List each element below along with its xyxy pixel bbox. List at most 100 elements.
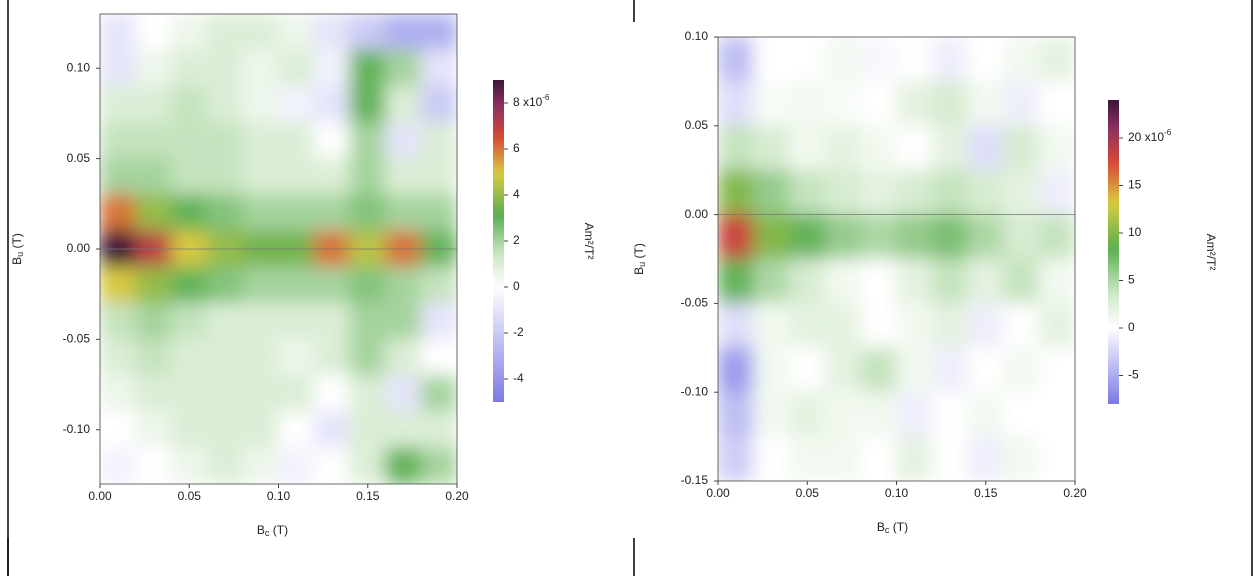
heat-cell (135, 447, 172, 484)
heat-cell (385, 85, 422, 123)
heat-cell (170, 447, 208, 484)
z-tick-label: 0 (513, 279, 520, 293)
heat-cell (135, 266, 172, 304)
xlabel-part: c (265, 528, 270, 538)
heat-cell (206, 158, 244, 196)
heat-cell (385, 49, 422, 87)
heat-cell (860, 214, 897, 260)
heat-cell (170, 14, 208, 51)
heat-cell (718, 347, 755, 393)
heat-cell (170, 375, 208, 413)
heat-cell (170, 158, 208, 196)
heatmap-cells (718, 37, 1075, 481)
heat-cell (967, 80, 1005, 127)
heat-cell (278, 85, 315, 123)
heat-cell (313, 266, 351, 304)
heat-cell (349, 447, 387, 484)
xlabel-part: c (885, 525, 890, 535)
heat-cell (278, 302, 315, 340)
heat-cell (100, 14, 137, 51)
heat-cell (349, 85, 387, 123)
heat-cell (824, 80, 862, 127)
heat-cell (824, 436, 862, 481)
ylabel: Bu (T) (632, 243, 647, 275)
heat-cell (420, 447, 457, 484)
heat-cell (860, 169, 897, 216)
y-tick-label: 0.10 (67, 60, 91, 74)
y-tick-label: 0.05 (685, 118, 709, 132)
heat-cell (278, 121, 315, 160)
heat-cell (313, 447, 351, 484)
heat-cell (135, 14, 172, 51)
heat-cell (385, 194, 422, 232)
x-tick-label: 0.00 (88, 489, 112, 503)
heat-cell (100, 194, 137, 232)
heat-cell (788, 37, 826, 82)
heat-cell (1038, 436, 1075, 481)
heat-cell (100, 375, 137, 413)
heat-cell (349, 158, 387, 196)
heat-cell (420, 121, 457, 160)
heat-cell (931, 302, 969, 349)
heat-cell (242, 121, 279, 160)
heat-cell (860, 391, 897, 438)
heat-cell (313, 14, 351, 51)
heat-cell (1038, 302, 1075, 349)
heat-cell (313, 194, 351, 232)
z-tick-label: 10 (1128, 225, 1142, 239)
heat-cell (1038, 214, 1075, 260)
zlabel: Am²/T² (582, 223, 596, 260)
heatmap (718, 37, 1075, 481)
y-tick-label: -0.15 (681, 473, 709, 487)
z-tick-label: 2 (513, 233, 520, 247)
heat-cell (1003, 347, 1040, 393)
heat-cell (242, 447, 279, 484)
heat-cell (718, 169, 755, 216)
heat-cell (278, 411, 315, 449)
y-tick-label: -0.10 (63, 422, 91, 436)
heat-cell (860, 302, 897, 349)
heat-cell (278, 49, 315, 87)
heat-cell (100, 338, 137, 377)
heat-cell (967, 436, 1005, 481)
heat-cell (385, 14, 422, 51)
ylabel-part: B (10, 257, 24, 265)
heat-cell (170, 194, 208, 232)
y-tick-label: 0.10 (685, 29, 709, 43)
heat-cell (753, 125, 790, 171)
ylabel-part: u (637, 262, 647, 267)
heat-cell (170, 85, 208, 123)
heat-cell (718, 80, 755, 127)
heat-cell (313, 49, 351, 87)
heat-cell (420, 14, 457, 51)
heat-cell (206, 194, 244, 232)
x-tick-label: 0.15 (356, 489, 380, 503)
heat-cell (1003, 80, 1040, 127)
heat-cell (931, 436, 969, 481)
heat-cell (135, 121, 172, 160)
heat-cell (824, 214, 862, 260)
heat-cell (313, 338, 351, 377)
z-tick-label: 4 (513, 187, 520, 201)
z-tick-label: 20 x10-6 (1128, 128, 1172, 144)
heat-cell (313, 375, 351, 413)
heat-cell (860, 436, 897, 481)
heat-cell (1038, 391, 1075, 438)
heat-cell (1003, 302, 1040, 349)
heat-cell (100, 447, 137, 484)
heat-cell (242, 49, 279, 87)
heat-cell (135, 194, 172, 232)
heat-cell (206, 85, 244, 123)
heat-cell (278, 447, 315, 484)
heat-cell (349, 266, 387, 304)
heat-cell (896, 436, 933, 481)
heat-cell (385, 375, 422, 413)
heat-cell (135, 158, 172, 196)
heat-cell (896, 391, 933, 438)
xlabel-part: B (877, 520, 885, 534)
heat-cell (135, 338, 172, 377)
heat-cell (135, 49, 172, 87)
heat-cell (100, 85, 137, 123)
heat-cell (170, 121, 208, 160)
